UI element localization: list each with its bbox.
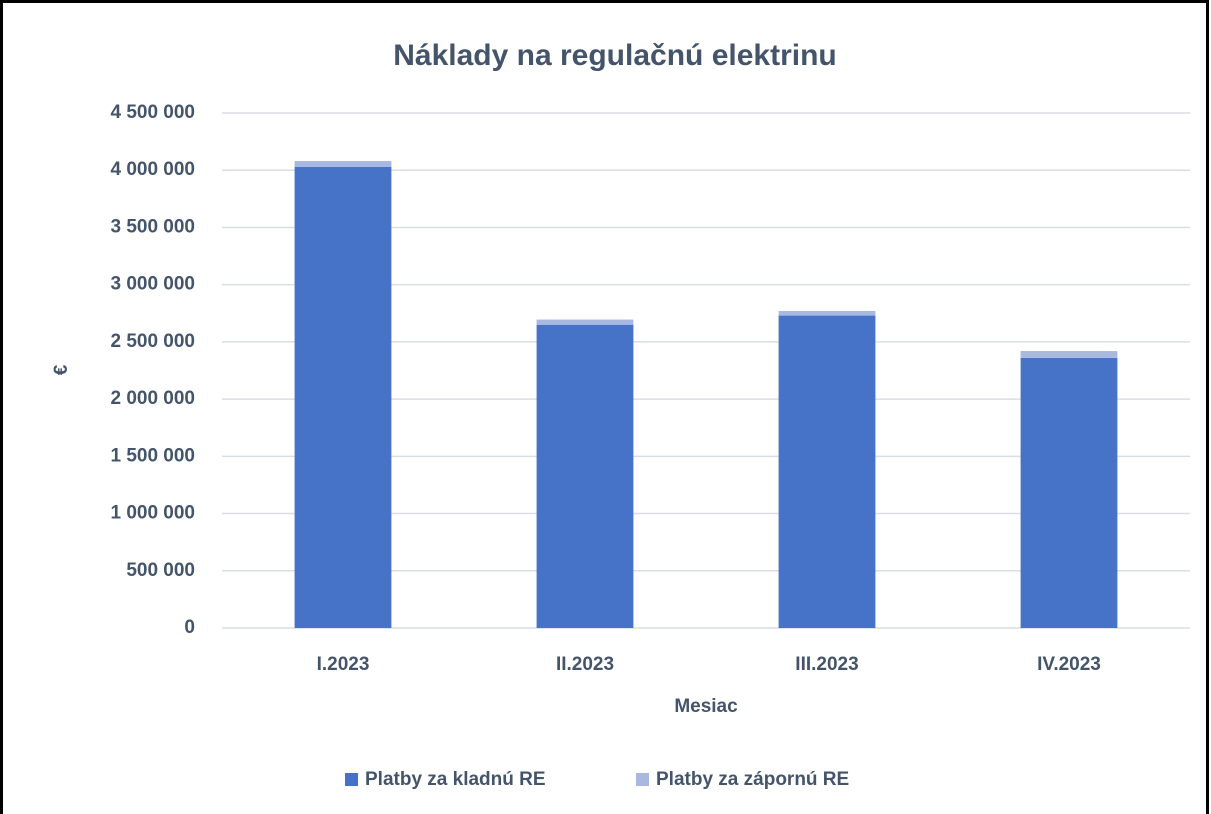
x-tick-label: I.2023	[317, 654, 370, 675]
bar-segment	[294, 161, 392, 167]
y-tick-label: 4 500 000	[110, 102, 195, 123]
legend-label: Platby za kladnú RE	[365, 769, 546, 790]
y-tick-label: 0	[184, 617, 195, 638]
bar-segment	[294, 166, 392, 629]
x-tick-label: II.2023	[556, 654, 614, 675]
y-axis-label: €	[51, 364, 72, 375]
y-tick-label: 500 000	[126, 560, 195, 581]
y-tick-label: 4 000 000	[110, 159, 195, 180]
y-tick-label: 2 000 000	[110, 388, 195, 409]
y-tick-label: 3 000 000	[110, 274, 195, 295]
bar-segment	[1020, 351, 1118, 358]
bar-segment	[536, 324, 634, 628]
x-tick-label: IV.2023	[1037, 654, 1101, 675]
legend-label: Platby za zápornú RE	[656, 769, 849, 790]
legend-swatch	[636, 773, 649, 786]
y-tick-label: 1 500 000	[110, 445, 195, 466]
bar-segment	[778, 315, 876, 628]
y-tick-label: 3 500 000	[110, 216, 195, 237]
x-tick-label: III.2023	[795, 654, 858, 675]
x-axis-label: Mesiac	[674, 696, 738, 717]
y-tick-label: 1 000 000	[110, 503, 195, 524]
y-tick-label: 2 500 000	[110, 331, 195, 352]
chart-title: Náklady na regulačnú elektrinu	[393, 39, 836, 72]
legend-swatch	[345, 773, 358, 786]
bar-segment	[1020, 357, 1118, 628]
bar-segment	[778, 310, 876, 316]
bar-segment	[536, 319, 634, 325]
